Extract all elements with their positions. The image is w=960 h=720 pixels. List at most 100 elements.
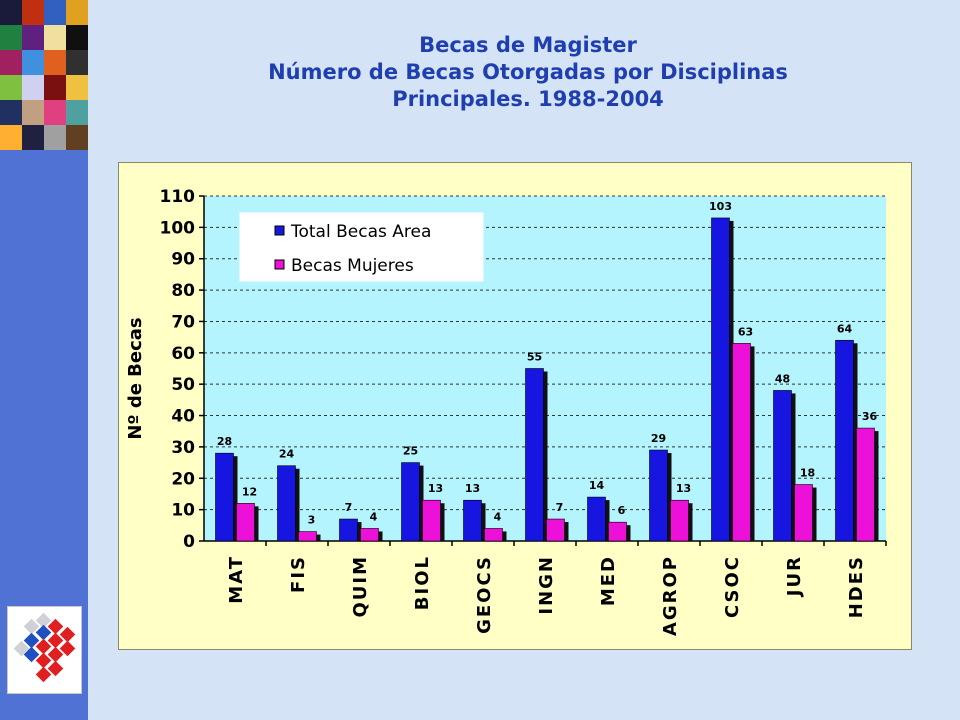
bar: [835, 339, 854, 542]
data-label: 36: [862, 410, 878, 423]
x-tick-label: MAT: [226, 555, 247, 604]
y-tick-label: 60: [171, 344, 195, 364]
data-label: 13: [676, 482, 691, 495]
data-label: 13: [428, 482, 443, 495]
legend-box: [239, 212, 484, 282]
collage-tile: [66, 0, 88, 25]
page-title: Becas de Magister Número de Becas Otorga…: [96, 32, 960, 113]
y-axis-label: Nº de Becas: [125, 317, 146, 439]
bar: [215, 452, 234, 542]
bar: [422, 499, 441, 542]
collage-tile: [44, 100, 66, 125]
legend-label: Becas Mujeres: [291, 256, 414, 276]
collage-tile: [44, 125, 66, 150]
data-label: 7: [345, 501, 353, 514]
data-label: 103: [709, 200, 732, 213]
collage-tile: [66, 25, 88, 50]
x-tick-label: INGN: [536, 555, 557, 615]
data-label: 13: [465, 482, 480, 495]
bar: [732, 343, 751, 542]
collage-tile: [0, 25, 22, 50]
x-tick-label: HDES: [846, 555, 867, 618]
collage-tile: [44, 50, 66, 75]
bar: [339, 518, 358, 542]
data-label: 4: [494, 510, 502, 523]
x-tick-label: CSOC: [722, 555, 743, 618]
collage-tile: [0, 0, 22, 25]
cube-logo-icon: [7, 606, 82, 694]
x-tick-label: BIOL: [412, 555, 433, 610]
x-tick-label: QUIM: [350, 555, 371, 618]
collage-tile: [0, 75, 22, 100]
y-tick-label: 30: [171, 438, 195, 458]
data-label: 63: [738, 325, 753, 338]
cube-logo-graphic: [13, 612, 76, 683]
bar: [773, 390, 792, 542]
collage-tile: [0, 125, 22, 150]
bar: [608, 521, 627, 542]
data-label: 12: [242, 485, 257, 498]
collage-tile: [22, 100, 44, 125]
collage-tile: [44, 0, 66, 25]
bar: [546, 518, 565, 542]
collage-tile: [22, 125, 44, 150]
chart-frame: 0 10 20 30 40 50 60 70 80 90 100 110 Nº de Becas 28 12…: [118, 162, 912, 650]
x-tick-label: GEOCS: [474, 555, 495, 634]
y-tick-label: 20: [171, 469, 195, 489]
collage-tile: [22, 0, 44, 25]
y-tick-label: 70: [171, 312, 195, 332]
collage-tile: [44, 75, 66, 100]
y-tick-label: 40: [171, 407, 195, 427]
bar: [711, 217, 730, 542]
title-line-3: Principales. 1988-2004: [392, 87, 664, 111]
photo-collage-icon: [0, 0, 88, 152]
y-tick-label: 0: [183, 532, 195, 552]
bar: [649, 449, 668, 542]
collage-tile: [22, 75, 44, 100]
collage-tile: [22, 25, 44, 50]
bar: [401, 462, 420, 542]
data-label: 14: [589, 479, 605, 492]
collage-tile: [22, 50, 44, 75]
x-tick-label: MED: [598, 555, 619, 606]
y-tick-label: 50: [171, 375, 195, 395]
bar-chart: 0 10 20 30 40 50 60 70 80 90 100 110 Nº de Becas 28 12…: [125, 187, 887, 636]
collage-tile: [0, 100, 22, 125]
data-label: 29: [651, 432, 666, 445]
bar: [360, 528, 379, 542]
data-label: 4: [370, 510, 378, 523]
legend-swatch: [274, 225, 285, 236]
collage-tile: [44, 25, 66, 50]
data-label: 48: [775, 372, 790, 385]
title-line-1: Becas de Magister: [419, 33, 637, 57]
collage-tile: [66, 50, 88, 75]
y-tick-label: 100: [160, 218, 196, 238]
x-tick-label: JUR: [784, 555, 805, 598]
data-label: 55: [527, 351, 542, 364]
bar: [525, 368, 544, 542]
collage-tile: [66, 100, 88, 125]
x-tick-label: AGROP: [660, 555, 681, 636]
data-label: 64: [837, 322, 853, 335]
bar: [670, 499, 689, 542]
y-tick-label: 80: [171, 281, 195, 301]
x-tick-label: FIS: [288, 555, 309, 593]
bar: [298, 531, 317, 542]
y-tick-label: 10: [171, 501, 195, 521]
y-tick-label: 110: [160, 187, 196, 207]
bar: [463, 499, 482, 542]
bar: [794, 484, 813, 542]
collage-tile: [0, 50, 22, 75]
data-label: 7: [556, 501, 564, 514]
collage-tile: [66, 125, 88, 150]
legend-label: Total Becas Area: [290, 222, 431, 242]
bar: [277, 465, 296, 542]
collage-tile: [66, 75, 88, 100]
legend-swatch: [274, 259, 285, 270]
data-label: 28: [217, 435, 232, 448]
y-tick-label: 90: [171, 250, 195, 270]
bar: [484, 528, 503, 542]
data-label: 3: [308, 514, 316, 527]
sidebar: [0, 0, 88, 720]
data-label: 18: [800, 467, 815, 480]
